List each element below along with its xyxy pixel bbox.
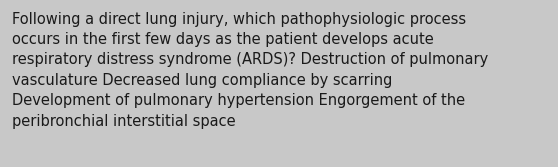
Text: Following a direct lung injury, which pathophysiologic process
occurs in the fir: Following a direct lung injury, which pa… [12,12,488,129]
